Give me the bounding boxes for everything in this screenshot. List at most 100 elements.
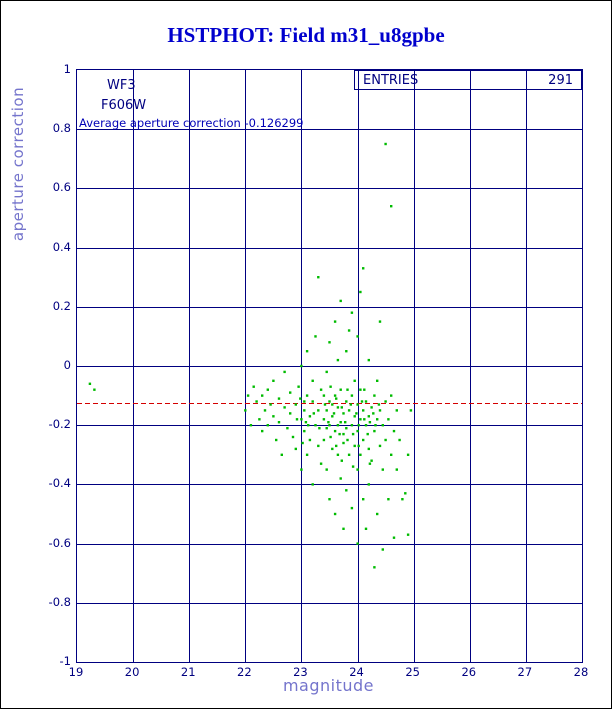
scatter-point [322,394,326,397]
scatter-point [363,388,366,391]
scatter-point [353,415,356,418]
scatter-point [359,290,362,294]
scatter-point [381,468,384,471]
scatter-point [362,438,365,442]
x-tick-label: 24 [349,665,364,679]
scatter-point [378,409,382,412]
scatter-point [291,435,295,439]
scatter-point [319,388,323,391]
y-tick-label: 0.4 [52,239,71,254]
scatter-point [318,427,321,430]
scatter-point [351,432,355,436]
scatter-point [246,394,250,397]
entries-value: 291 [548,72,573,88]
scatter-point [350,311,354,314]
camera-label: WF3 [107,78,136,93]
scatter-point [357,444,360,448]
scatter-point [325,409,328,412]
scatter-point [406,533,410,536]
x-tick-label: 28 [573,665,589,679]
scatter-point [275,438,278,442]
plot-canvas [77,70,582,662]
scatter-point [362,409,365,412]
scatter-point [325,370,328,374]
scatter-point [362,267,365,270]
scatter-point [367,483,370,486]
scatter-point [328,424,331,427]
scatter-point [384,400,387,403]
scatter-point [381,424,384,427]
scatter-point [305,453,309,456]
plot-area: ENTRIES 291 WF3 F606W Average aperture c… [76,69,583,663]
scatter-point [356,542,359,545]
scatter-point [252,385,255,388]
scatter-point [356,468,359,471]
scatter-point [314,335,317,338]
y-tick-label: 1 [63,62,71,76]
scatter-point [322,418,326,421]
scatter-point [364,400,368,403]
scatter-point [392,429,396,433]
scatter-point [331,403,334,406]
scatter-point [312,412,315,415]
scatter-point [289,391,292,394]
scatter-point [333,512,337,516]
scatter-point [381,548,384,551]
scatter-point [351,465,355,468]
scatter-point [398,438,401,442]
scatter-point [373,394,376,397]
scatter-point [336,424,340,427]
scatter-point [390,394,393,397]
scatter-point [376,512,379,516]
y-tick-label: -1 [59,654,71,668]
scatter-point [356,403,359,406]
scatter-point [406,453,410,456]
scatter-point [303,400,306,403]
scatter-point [387,418,390,421]
y-axis-label: aperture correction [9,86,27,242]
scatter-point [269,403,272,406]
scatter-point [308,438,312,442]
scatter-point [317,444,320,448]
scatter-point [384,142,387,146]
scatter-point [359,388,362,391]
scatter-point [378,320,382,323]
scatter-point [317,276,320,279]
scatter-point [272,415,275,418]
scatter-point [392,536,396,539]
scatter-point [299,397,302,400]
scatter-point [266,424,269,427]
scatter-point [362,498,365,501]
scatter-point [395,409,398,412]
scatter-point [367,447,370,451]
scatter-point [345,427,348,430]
scatter-point [353,444,356,448]
scatter-point [347,409,351,412]
scatter-point [363,418,366,421]
scatter-point [346,438,349,442]
scatter-point [328,400,331,403]
x-tick-label: 25 [405,665,420,679]
scatter-point [350,394,354,397]
y-tick-label: -0.8 [48,594,71,609]
chart-title: HSTPHOT: Field m31_u8gpbe [167,23,445,47]
scatter-point [261,429,264,433]
scatter-point [373,429,376,433]
scatter-point [305,350,309,353]
scatter-point [356,335,359,338]
scatter-point [367,358,370,362]
scatter-point [384,438,387,442]
y-tick-label: -0.2 [48,417,71,432]
scatter-point [344,421,347,424]
y-tick-label: -0.6 [48,535,71,550]
scatter-point [349,403,352,406]
scatter-point [331,415,334,418]
scatter-point [345,350,348,353]
scatter-point [329,385,332,388]
scatter-point [328,498,331,501]
scatter-point [295,418,299,421]
scatter-point [319,462,323,465]
scatter-point [303,429,306,433]
scatter-point [244,409,247,412]
